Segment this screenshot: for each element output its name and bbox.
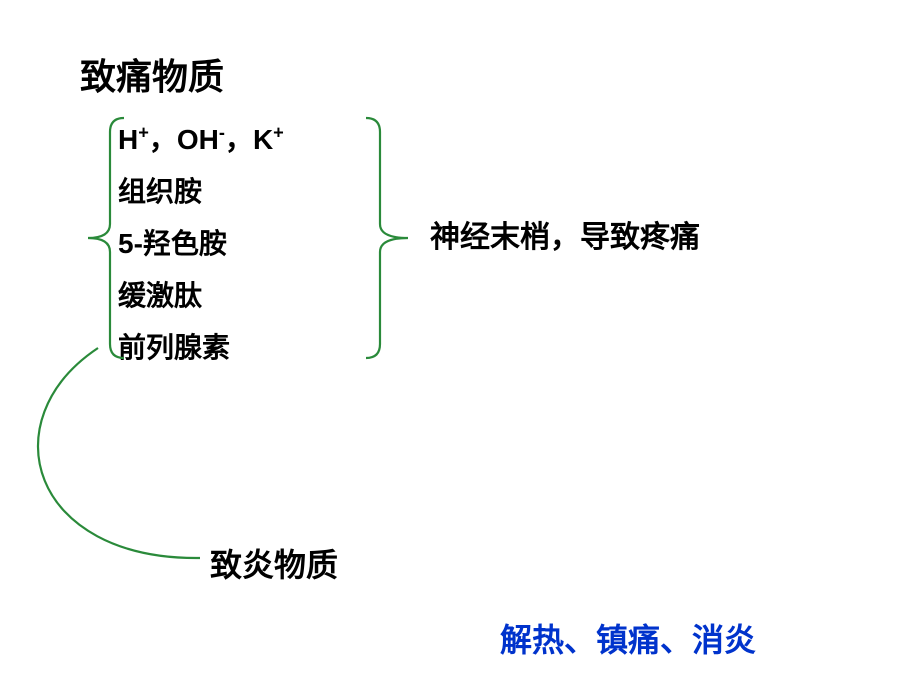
title-pain-substances: 致痛物质 — [80, 48, 224, 100]
list-item: 缓激肽 — [118, 274, 202, 314]
effects-text: 解热、镇痛、消炎 — [500, 615, 756, 661]
list-item: 5-羟色胺 — [118, 222, 227, 262]
right-brace — [366, 118, 408, 358]
connector-curve — [38, 348, 200, 558]
nerve-ending-text: 神经末梢，导致疼痛 — [430, 212, 700, 256]
list-item: H+，OH-，K+ — [118, 118, 284, 158]
list-item: 前列腺素 — [118, 326, 230, 366]
list-item: 组织胺 — [118, 170, 202, 210]
inflammation-substances: 致炎物质 — [210, 540, 338, 586]
